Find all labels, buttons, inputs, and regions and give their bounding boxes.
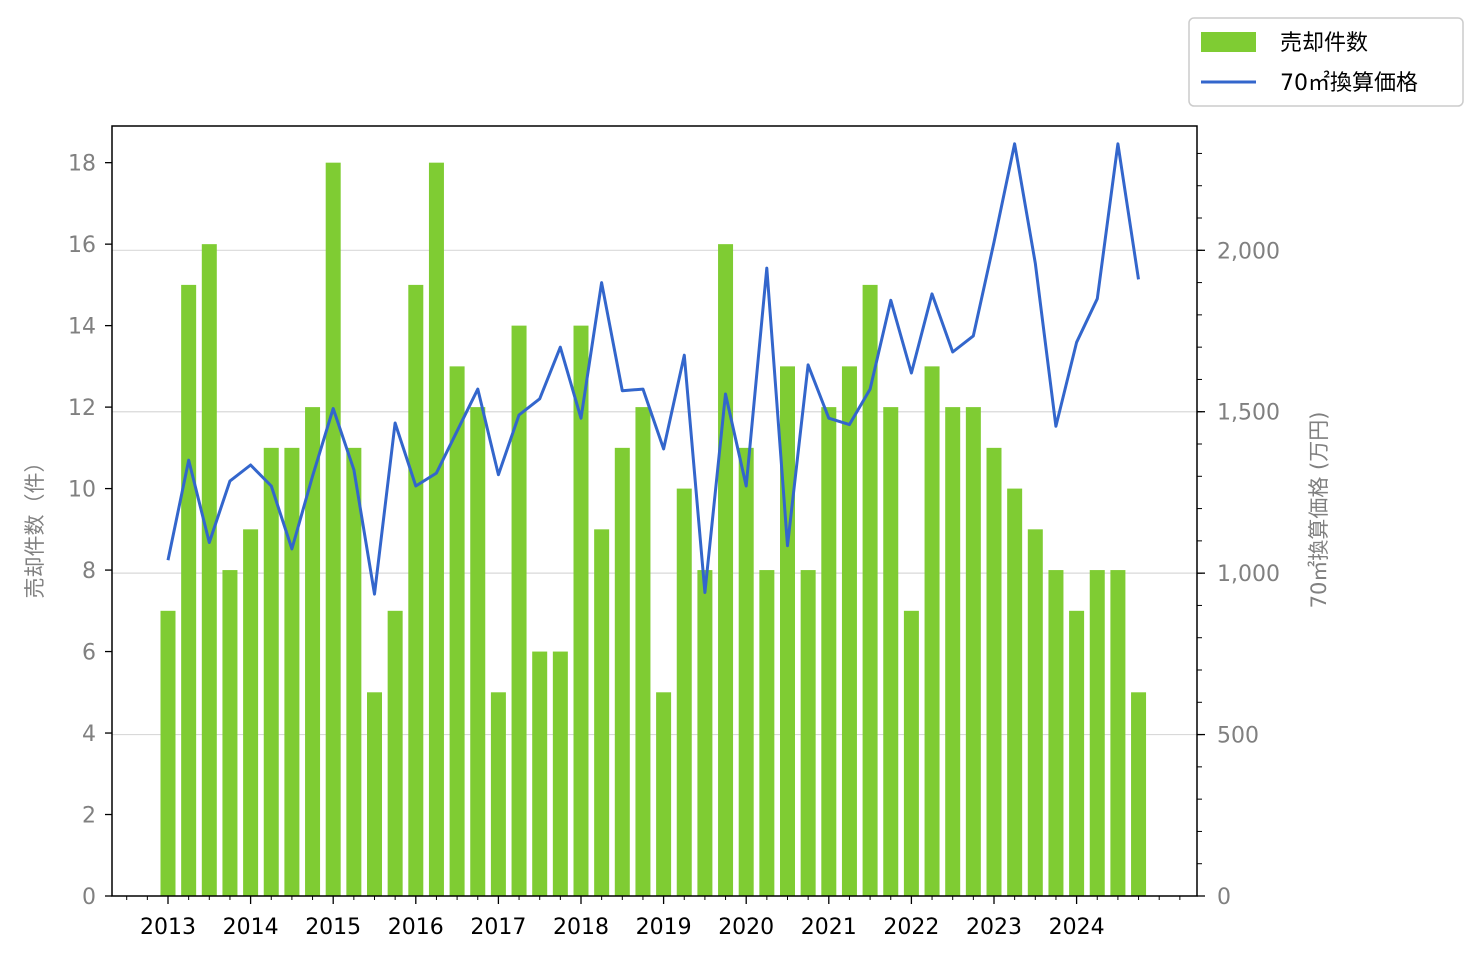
right-tick-label: 500	[1217, 724, 1259, 749]
x-tick-label: 2019	[636, 915, 692, 940]
bar	[883, 407, 899, 896]
bar	[1007, 488, 1023, 896]
bar	[346, 447, 362, 896]
right-tick-label: 1,500	[1217, 401, 1280, 426]
bar	[1048, 570, 1064, 896]
legend-line-label: 70㎡換算価格	[1280, 70, 1418, 96]
x-tick-label: 2021	[801, 915, 857, 940]
bar	[718, 244, 734, 897]
bar	[1110, 570, 1126, 896]
bar	[738, 447, 754, 896]
right-tick-label: 1,000	[1217, 562, 1280, 587]
bar	[1131, 692, 1147, 896]
bar	[965, 407, 981, 896]
bar	[325, 162, 341, 896]
x-tick-label: 2024	[1049, 915, 1105, 940]
x-tick-label: 2023	[966, 915, 1022, 940]
bar	[532, 651, 548, 896]
left-tick-label: 2	[82, 804, 96, 829]
bar	[243, 529, 259, 896]
bar	[511, 325, 527, 896]
bar	[1069, 610, 1085, 896]
x-tick-label: 2017	[470, 915, 526, 940]
x-axis: 2013 2014 2015 2016 2017 2018 2019 2020 2021 2022…	[126, 896, 1181, 940]
x-tick-label: 2013	[140, 915, 196, 940]
left-tick-label: 4	[82, 722, 96, 747]
bar	[986, 447, 1002, 896]
bar	[594, 529, 610, 896]
left-tick-label: 6	[82, 641, 96, 666]
legend-bar-swatch	[1201, 32, 1256, 52]
bar-series	[160, 162, 1147, 897]
bar	[903, 610, 919, 896]
x-tick-label: 2015	[305, 915, 361, 940]
right-tick-label: 0	[1217, 885, 1231, 910]
x-tick-label: 2022	[883, 915, 939, 940]
bar	[305, 407, 321, 896]
bar	[284, 447, 300, 896]
bar	[428, 162, 444, 896]
bar	[449, 366, 465, 896]
bar	[841, 366, 857, 896]
bar	[821, 407, 837, 896]
price-line	[166, 142, 1140, 596]
left-axis: 0 2 4 6 8 10 12 14 16 18	[68, 152, 112, 910]
plot-frame	[111, 125, 1198, 897]
bar	[635, 407, 651, 896]
bar	[201, 244, 217, 897]
bar	[470, 407, 486, 896]
left-tick-label: 10	[68, 478, 96, 503]
left-tick-label: 14	[68, 315, 96, 340]
left-tick-label: 0	[82, 885, 96, 910]
bar	[759, 570, 775, 896]
bar	[800, 570, 816, 896]
left-tick-label: 8	[82, 559, 96, 584]
bar	[181, 284, 197, 896]
line-series	[166, 142, 1140, 596]
x-tick-label: 2020	[718, 915, 774, 940]
legend: 売却件数 70㎡換算価格	[1188, 17, 1464, 107]
bar	[222, 570, 238, 896]
x-tick-label: 2014	[223, 915, 279, 940]
left-tick-label: 12	[68, 396, 96, 421]
bar	[697, 570, 713, 896]
left-tick-label: 16	[68, 233, 96, 258]
right-tick-label: 2,000	[1217, 239, 1280, 264]
bar	[573, 325, 589, 896]
bar	[676, 488, 692, 896]
bar	[387, 610, 403, 896]
left-axis-title: 売却件数（件）	[23, 452, 47, 599]
left-tick-label: 18	[68, 152, 96, 177]
legend-box	[1188, 17, 1464, 107]
right-axis: 0 500 1,000 1,500 2,000	[1197, 152, 1280, 910]
bar	[862, 284, 878, 896]
bar	[160, 610, 176, 896]
bar	[367, 692, 382, 896]
bar	[780, 366, 795, 896]
bar	[552, 651, 568, 896]
bar	[656, 692, 672, 896]
bar	[945, 407, 961, 896]
bar	[924, 366, 940, 896]
right-axis-title: 70㎡換算価格 (万円)	[1307, 412, 1331, 609]
bar	[408, 284, 424, 896]
bar	[263, 447, 279, 896]
bar	[1089, 570, 1105, 896]
bar	[490, 692, 506, 896]
bar	[1027, 529, 1043, 896]
x-tick-label: 2018	[553, 915, 609, 940]
legend-bar-label: 売却件数	[1280, 31, 1368, 56]
x-tick-label: 2016	[388, 915, 444, 940]
bar	[614, 447, 630, 896]
